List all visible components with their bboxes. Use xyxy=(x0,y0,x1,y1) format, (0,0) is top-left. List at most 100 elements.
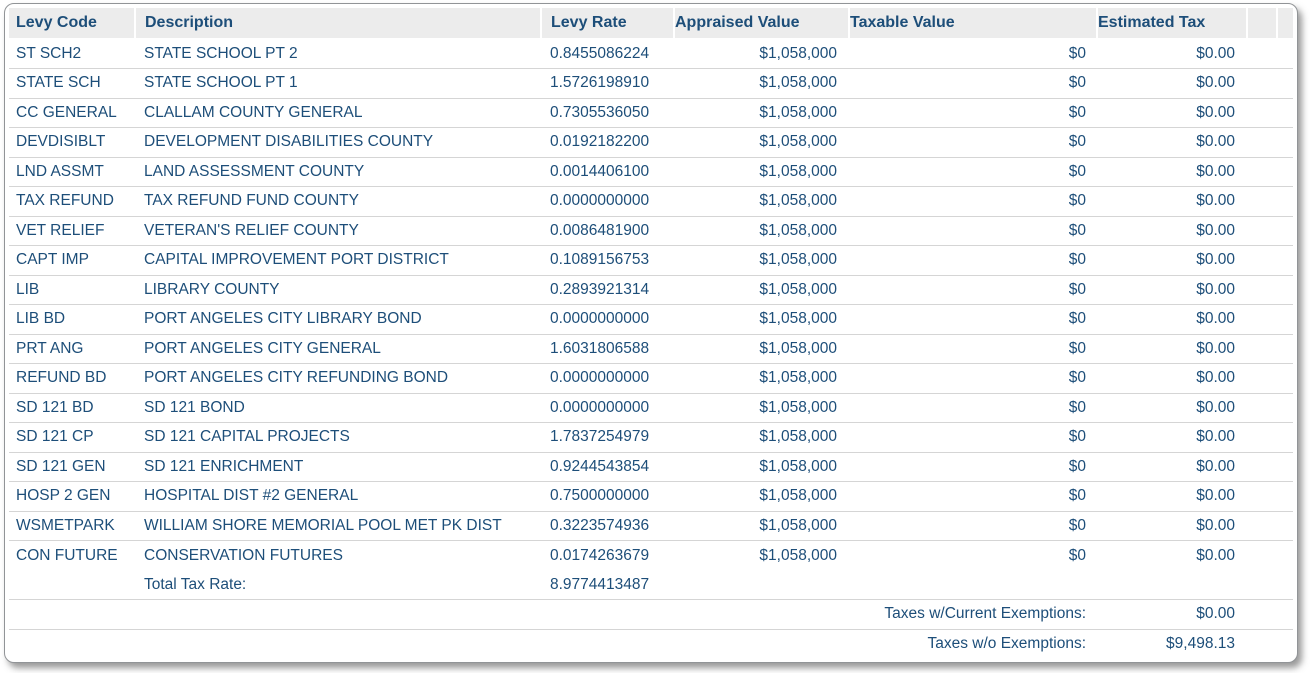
taxable-value-cell: $0 xyxy=(1068,546,1086,564)
estimated-tax-cell: $0.00 xyxy=(1097,393,1247,423)
levy-code-cell: SD 121 BD xyxy=(9,393,135,423)
taxable-value-cell: $0 xyxy=(849,334,1097,364)
estimated-tax-cell: $0.00 xyxy=(1097,481,1247,512)
estimated-tax-cell: $0.00 xyxy=(1097,216,1247,246)
taxable-value-cell: $0 xyxy=(849,157,1097,187)
description-cell: STATE SCHOOL PT 1 xyxy=(135,68,541,99)
levy-code-cell: LND ASSMT xyxy=(9,157,135,187)
taxable-value-cell: $0 xyxy=(849,127,1097,158)
col-header-levy-code: Levy Code xyxy=(9,8,135,40)
taxes-with-exemptions-label: Taxes w/Current Exemptions: xyxy=(9,599,1097,630)
taxable-value-cell: $0 xyxy=(849,422,1097,453)
spacer-cell xyxy=(1277,39,1293,69)
spacer-cell xyxy=(1247,245,1277,276)
taxable-value-cell: $0 xyxy=(849,452,1097,482)
appraised-value-cell: $1,058,000 xyxy=(674,98,849,128)
appraised-value-cell: $1,058,000 xyxy=(674,157,849,187)
taxable-value-cell: $0 xyxy=(849,39,1097,69)
levy-rate-cell: 1.7837254979 xyxy=(541,422,674,453)
table-header-row: Levy Code Description Levy Rate Appraise… xyxy=(9,8,1293,40)
spacer-cell xyxy=(1247,541,1277,571)
levy-code-cell: SD 121 CP xyxy=(9,422,135,453)
total-tax-rate-value: 8.9774413487 xyxy=(541,570,674,600)
description-cell: LAND ASSESSMENT COUNTY xyxy=(135,157,541,187)
levy-code-cell: LIB BD xyxy=(9,304,135,335)
spacer-cell xyxy=(1247,481,1277,512)
appraised-value-cell: $1,058,000 xyxy=(674,481,849,512)
levy-code-cell: LIB xyxy=(9,275,135,305)
col-header-description: Description xyxy=(134,8,541,40)
table-row: LND ASSMT LAND ASSESSMENT COUNTY 0.00144… xyxy=(9,157,1293,187)
table-row: SD 121 CP SD 121 CAPITAL PROJECTS 1.7837… xyxy=(9,422,1293,453)
levy-code-cell: TAX REFUND xyxy=(9,186,135,217)
total-tax-rate-label: Total Tax Rate: xyxy=(135,570,541,600)
description-cell: VETERAN'S RELIEF COUNTY xyxy=(135,216,541,246)
taxable-value-cell: $0 xyxy=(849,481,1097,512)
levy-rate-cell: 0.3223574936 xyxy=(541,511,674,541)
appraised-value-cell: $1,058,000 xyxy=(674,511,849,541)
levy-rate-cell: 0.0000000000 xyxy=(541,304,674,335)
spacer-cell xyxy=(1277,422,1293,453)
levy-rate-cell: 0.0174263679 xyxy=(550,546,650,564)
spacer-cell xyxy=(1277,68,1293,99)
spacer-cell xyxy=(1277,157,1293,187)
levy-detail-panel: Levy Code Description Levy Rate Appraise… xyxy=(4,3,1298,663)
levy-rate-cell: 0.0192182200 xyxy=(541,127,674,158)
levy-code-cell: HOSP 2 GEN xyxy=(9,481,135,512)
description-cell: CLALLAM COUNTY GENERAL xyxy=(135,98,541,128)
appraised-value-cell: $1,058,000 xyxy=(674,275,849,305)
estimated-tax-cell: $0.00 xyxy=(1097,157,1247,187)
levy-rate-cell: 0.7305536050 xyxy=(541,98,674,128)
description-cell: TAX REFUND FUND COUNTY xyxy=(135,186,541,217)
col-header-taxable-value: Taxable Value xyxy=(848,8,1097,40)
levy-rows: ST SCH2 STATE SCHOOL PT 2 0.8455086224 $… xyxy=(9,39,1293,570)
table-row: LIB LIBRARY COUNTY 0.2893921314 $1,058,0… xyxy=(9,275,1293,305)
estimated-tax-cell: $0.00 xyxy=(1097,275,1247,305)
description-cell: CAPITAL IMPROVEMENT PORT DISTRICT xyxy=(135,245,541,276)
spacer-cell xyxy=(1277,186,1293,217)
spacer-cell xyxy=(1247,363,1277,394)
levy-rate-cell: 0.7500000000 xyxy=(541,481,674,512)
spacer-cell xyxy=(1277,216,1293,246)
table-row: SD 121 BD SD 121 BOND 0.0000000000 $1,05… xyxy=(9,393,1293,423)
appraised-value-cell: $1,058,000 xyxy=(674,39,849,69)
description-cell: SD 121 CAPITAL PROJECTS xyxy=(135,422,541,453)
taxes-without-exemptions-value: $9,498.13 xyxy=(1166,635,1235,652)
spacer-cell xyxy=(1277,481,1293,512)
col-header-appraised-value: Appraised Value xyxy=(673,8,849,40)
table-row: WSMETPARK WILLIAM SHORE MEMORIAL POOL ME… xyxy=(9,511,1293,541)
estimated-tax-cell: $0.00 xyxy=(1097,422,1247,453)
levy-code-cell: CON FUTURE xyxy=(16,546,118,564)
table-row: CC GENERAL CLALLAM COUNTY GENERAL 0.7305… xyxy=(9,98,1293,128)
taxes-with-exemptions-value: $0.00 xyxy=(1097,599,1247,630)
taxable-value-cell: $0 xyxy=(849,304,1097,335)
description-cell: SD 121 ENRICHMENT xyxy=(135,452,541,482)
estimated-tax-cell: $0.00 xyxy=(1097,68,1247,99)
levy-code-cell: VET RELIEF xyxy=(9,216,135,246)
description-cell: CONSERVATION FUTURES xyxy=(144,546,343,564)
taxable-value-cell: $0 xyxy=(849,216,1097,246)
col-header-levy-rate: Levy Rate xyxy=(540,8,674,40)
description-cell: STATE SCHOOL PT 2 xyxy=(135,39,541,69)
appraised-value-cell: $1,058,000 xyxy=(674,422,849,453)
appraised-value-cell: $1,058,000 xyxy=(674,304,849,335)
taxable-value-cell: $0 xyxy=(849,98,1097,128)
appraised-value-cell: $1,058,000 xyxy=(674,245,849,276)
table-row: CON FUTURE CONSERVATION FUTURES 0.017426… xyxy=(9,541,1293,571)
estimated-tax-cell: $0.00 xyxy=(1097,245,1247,276)
estimated-tax-cell: $0.00 xyxy=(1097,511,1247,541)
empty-cell xyxy=(1247,599,1293,630)
description-cell: LIBRARY COUNTY xyxy=(135,275,541,305)
spacer-cell xyxy=(1247,216,1277,246)
description-cell: WILLIAM SHORE MEMORIAL POOL MET PK DIST xyxy=(135,511,541,541)
levy-code-cell: ST SCH2 xyxy=(9,39,135,69)
spacer-cell xyxy=(1277,127,1293,158)
spacer-cell xyxy=(1277,245,1293,276)
description-cell: PORT ANGELES CITY GENERAL xyxy=(135,334,541,364)
estimated-tax-cell: $0.00 xyxy=(1097,186,1247,217)
spacer-cell xyxy=(1277,304,1293,335)
spacer-cell xyxy=(1247,39,1277,69)
summary-rows: Total Tax Rate: 8.9774413487 Taxes w/Cur… xyxy=(9,570,1293,659)
estimated-tax-cell: $0.00 xyxy=(1097,334,1247,364)
empty-cell xyxy=(1247,629,1293,659)
